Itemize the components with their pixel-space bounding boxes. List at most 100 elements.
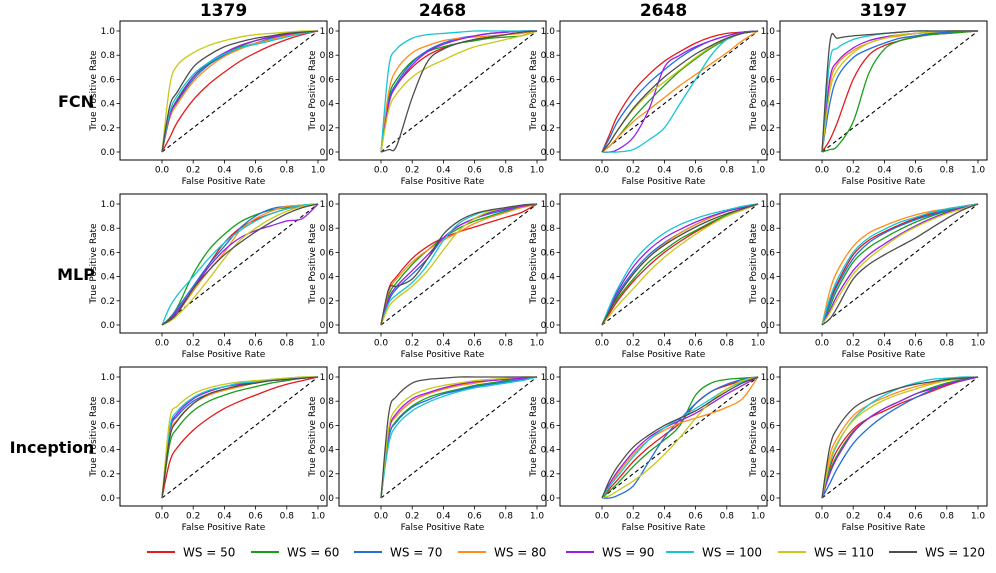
plot-frame [559, 20, 768, 161]
roc-curve-ws-110 [601, 203, 759, 326]
x-axis-label: False Positive Rate [842, 177, 926, 187]
x-axis-label: False Positive Rate [842, 523, 926, 533]
roc-curve-ws-120 [380, 30, 538, 153]
x-tick-label: 1.0 [311, 339, 326, 349]
roc-panel: 0.0 0.0 0.2 0.2 0.4 0.4 0.6 0.6 0.8 0.8 1.0 1.0 Fals… [529, 193, 768, 360]
roc-curve-ws-90 [821, 376, 979, 499]
roc-panel: 0.0 0.0 0.2 0.2 0.4 0.4 0.6 0.6 0.8 0.8 1.0 1.0 Fals… [529, 20, 768, 187]
y-tick-label: 0.2 [320, 124, 334, 134]
legend-item: WS = 60 [251, 546, 339, 560]
x-tick-label: 0.8 [280, 339, 295, 349]
y-tick-label: 0.8 [761, 51, 776, 61]
x-tick-label: 0.4 [877, 512, 892, 522]
plot-frame [338, 20, 547, 161]
y-tick-label: 0.0 [541, 494, 556, 504]
x-tick-label: 0.2 [405, 512, 419, 522]
roc-curve-ws-120 [821, 203, 979, 326]
roc-panel: 0.0 0.0 0.2 0.2 0.4 0.4 0.6 0.6 0.8 0.8 1.0 1.0 Fals… [308, 20, 547, 187]
y-tick-label: 0.4 [101, 273, 116, 283]
x-tick-label: 0.6 [467, 166, 482, 176]
chance-diagonal [161, 376, 319, 499]
x-axis-label: False Positive Rate [622, 523, 706, 533]
y-tick-label: 0.6 [320, 248, 335, 258]
x-axis-label: False Positive Rate [842, 350, 926, 360]
x-tick-label: 0.4 [436, 512, 451, 522]
roc-panel: 0.0 0.0 0.2 0.2 0.4 0.4 0.6 0.6 0.8 0.8 1.0 1.0 Fals… [529, 366, 768, 533]
x-tick-label: 1.0 [311, 512, 326, 522]
roc-curve-ws-120 [601, 30, 759, 153]
y-tick-label: 0.4 [541, 273, 556, 283]
legend-item: WS = 120 [889, 546, 985, 560]
x-tick-label: 1.0 [530, 339, 545, 349]
y-axis-label: True Positive Rate [89, 50, 99, 132]
x-tick-label: 0.2 [846, 166, 860, 176]
roc-curve-ws-60 [161, 376, 319, 499]
y-axis-label: True Positive Rate [749, 50, 759, 132]
column-title: 1379 [200, 1, 247, 21]
roc-curve-ws-90 [380, 30, 538, 153]
x-tick-label: 0.0 [595, 166, 610, 176]
y-tick-label: 0.0 [101, 148, 116, 158]
roc-panel: 0.0 0.0 0.2 0.2 0.4 0.4 0.6 0.6 0.8 0.8 1.0 1.0 Fals… [308, 193, 547, 360]
y-tick-label: 0.2 [761, 297, 775, 307]
x-tick-label: 0.6 [467, 339, 482, 349]
roc-curve-ws-120 [380, 203, 538, 326]
roc-curve-ws-80 [380, 203, 538, 326]
y-tick-label: 1.0 [761, 200, 776, 210]
x-tick-label: 0.2 [626, 339, 640, 349]
y-axis-label: True Positive Rate [529, 396, 539, 478]
roc-curve-ws-110 [821, 203, 979, 326]
y-tick-label: 0.2 [320, 297, 334, 307]
y-tick-label: 0.0 [761, 494, 776, 504]
legend-label: WS = 110 [814, 546, 874, 560]
y-axis-label: True Positive Rate [308, 396, 318, 478]
roc-panel: 0.0 0.0 0.2 0.2 0.4 0.4 0.6 0.6 0.8 0.8 1.0 1.0 Fals… [749, 20, 988, 187]
legend-label: WS = 50 [183, 546, 235, 560]
roc-curve-ws-100 [601, 30, 759, 153]
legend-item: WS = 90 [566, 546, 654, 560]
chance-diagonal [380, 376, 538, 499]
plot-frame [559, 193, 768, 334]
legend-item: WS = 110 [778, 546, 874, 560]
plot-frame [779, 366, 988, 507]
y-tick-label: 0.0 [101, 494, 116, 504]
y-tick-label: 0.8 [101, 51, 116, 61]
x-tick-label: 0.4 [657, 512, 672, 522]
x-tick-label: 0.8 [720, 166, 735, 176]
roc-curve-ws-90 [601, 376, 759, 499]
x-tick-label: 0.8 [940, 512, 955, 522]
x-tick-label: 0.0 [374, 339, 389, 349]
x-tick-label: 0.0 [815, 339, 830, 349]
x-tick-label: 0.8 [720, 512, 735, 522]
x-tick-label: 1.0 [751, 512, 766, 522]
y-tick-label: 1.0 [320, 27, 335, 37]
roc-panel: 0.0 0.0 0.2 0.2 0.4 0.4 0.6 0.6 0.8 0.8 1.0 1.0 Fals… [749, 366, 988, 533]
y-tick-label: 0.8 [101, 224, 116, 234]
roc-panel: 0.0 0.0 0.2 0.2 0.4 0.4 0.6 0.6 0.8 0.8 1.0 1.0 Fals… [749, 193, 988, 360]
y-tick-label: 0.4 [101, 100, 116, 110]
roc-curve-ws-100 [601, 203, 759, 326]
x-axis-label: False Positive Rate [401, 523, 485, 533]
y-tick-label: 0.6 [101, 421, 116, 431]
x-tick-label: 0.0 [155, 339, 170, 349]
x-tick-label: 0.6 [467, 512, 482, 522]
roc-panel: 0.0 0.0 0.2 0.2 0.4 0.4 0.6 0.6 0.8 0.8 1.0 1.0 Fals… [89, 366, 328, 533]
legend-label: WS = 80 [494, 546, 546, 560]
x-tick-label: 0.6 [688, 339, 703, 349]
y-tick-label: 0.4 [541, 100, 556, 110]
x-tick-label: 0.2 [186, 339, 200, 349]
roc-curve-ws-120 [821, 376, 979, 499]
x-axis-label: False Positive Rate [182, 350, 266, 360]
y-tick-label: 0.6 [320, 421, 335, 431]
roc-curve-ws-120 [601, 376, 759, 499]
y-tick-label: 0.0 [761, 148, 776, 158]
x-tick-label: 0.0 [595, 512, 610, 522]
y-axis-label: True Positive Rate [749, 223, 759, 305]
x-tick-label: 0.2 [186, 512, 200, 522]
x-tick-label: 1.0 [971, 512, 986, 522]
plot-frame [119, 193, 328, 334]
x-tick-label: 0.2 [846, 339, 860, 349]
y-tick-label: 0.2 [541, 124, 555, 134]
roc-curve-ws-50 [601, 376, 759, 499]
